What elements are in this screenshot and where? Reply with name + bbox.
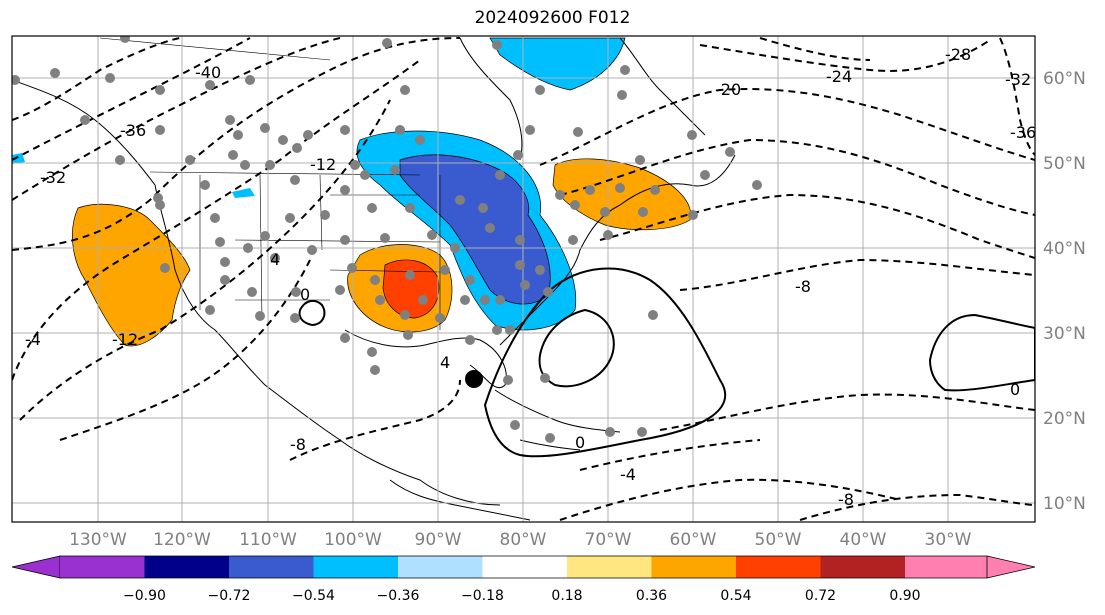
svg-text:−0.54: −0.54: [292, 588, 335, 604]
svg-text:60°N: 60°N: [1043, 69, 1086, 89]
colorbar-seg-2: [144, 556, 229, 578]
svg-text:-24: -24: [826, 67, 852, 86]
colorbar: −0.90 −0.72 −0.54 −0.36 −0.18 0.18 0.36 …: [11, 555, 1036, 604]
colorbar-seg-8: [651, 556, 736, 578]
svg-text:4: 4: [270, 250, 280, 269]
svg-text:0.36: 0.36: [636, 588, 667, 604]
colorbar-seg-11: [905, 556, 987, 578]
svg-text:0.18: 0.18: [551, 588, 582, 604]
location-marker: [465, 370, 483, 388]
colorbar-seg-1: [60, 556, 145, 578]
svg-text:40°N: 40°N: [1043, 239, 1086, 259]
svg-text:−0.72: −0.72: [208, 588, 251, 604]
svg-text:110°W: 110°W: [239, 530, 297, 550]
svg-text:50°W: 50°W: [755, 530, 802, 550]
contour-labels: -40 -36 -32 -28 -24 -20 -32 -36 -12 -12 …: [25, 45, 1036, 509]
colorbar-labels: −0.90 −0.72 −0.54 −0.36 −0.18 0.18 0.36 …: [123, 588, 921, 604]
positive-anomaly-northeast: [552, 158, 691, 231]
svg-text:-36: -36: [120, 121, 146, 140]
svg-text:10°N: 10°N: [1043, 494, 1086, 514]
svg-text:-28: -28: [945, 45, 971, 64]
svg-text:0.72: 0.72: [805, 588, 836, 604]
colorbar-seg-6: [482, 556, 567, 578]
svg-text:0: 0: [1010, 380, 1020, 399]
svg-text:70°W: 70°W: [585, 530, 632, 550]
svg-text:30°W: 30°W: [925, 530, 972, 550]
svg-text:130°W: 130°W: [69, 530, 127, 550]
longitude-labels: 130°W 120°W 110°W 100°W 90°W 80°W 70°W 6…: [69, 530, 972, 550]
map-title: 2024092600 F012: [474, 8, 631, 28]
svg-text:100°W: 100°W: [324, 530, 382, 550]
colorbar-seg-3: [229, 556, 314, 578]
latitude-labels: 60°N 50°N 40°N 30°N 20°N 10°N: [1043, 69, 1086, 514]
svg-text:−0.36: −0.36: [377, 588, 420, 604]
svg-text:-8: -8: [838, 490, 854, 509]
svg-text:-12: -12: [112, 330, 138, 349]
svg-text:-20: -20: [715, 80, 741, 99]
svg-text:60°W: 60°W: [670, 530, 717, 550]
colorbar-high-extend: [986, 555, 1036, 579]
svg-text:−0.18: −0.18: [461, 588, 504, 604]
svg-text:50°N: 50°N: [1043, 154, 1086, 174]
svg-text:-36: -36: [1010, 123, 1036, 142]
svg-text:20°N: 20°N: [1043, 409, 1086, 429]
svg-text:-4: -4: [25, 330, 41, 349]
map-area: -40 -36 -32 -28 -24 -20 -32 -36 -12 -12 …: [12, 36, 1036, 522]
positive-anomaly-west: [72, 203, 191, 347]
svg-text:30°N: 30°N: [1043, 324, 1086, 344]
map-frame: [11, 35, 1036, 523]
colorbar-seg-9: [736, 556, 821, 578]
svg-text:-8: -8: [795, 277, 811, 296]
svg-text:80°W: 80°W: [500, 530, 547, 550]
svg-text:0: 0: [300, 285, 310, 304]
svg-text:0: 0: [575, 433, 585, 452]
svg-text:-32: -32: [1005, 70, 1031, 89]
svg-text:-12: -12: [310, 155, 336, 174]
svg-text:0.54: 0.54: [720, 588, 751, 604]
svg-text:120°W: 120°W: [153, 530, 211, 550]
coastlines: [12, 37, 736, 521]
station-dots: [12, 36, 762, 443]
svg-text:0.90: 0.90: [889, 588, 920, 604]
svg-text:−0.90: −0.90: [123, 588, 166, 604]
svg-text:90°W: 90°W: [415, 530, 462, 550]
svg-text:-32: -32: [40, 168, 66, 187]
negative-contours: [12, 37, 1035, 521]
svg-text:-4: -4: [620, 465, 636, 484]
colorbar-seg-10: [820, 556, 905, 578]
colorbar-seg-5: [398, 556, 483, 578]
svg-text:-40: -40: [195, 63, 221, 82]
negative-anomaly-north: [489, 37, 626, 91]
svg-text:-8: -8: [290, 435, 306, 454]
colorbar-seg-7: [567, 556, 652, 578]
svg-text:40°W: 40°W: [840, 530, 887, 550]
svg-text:4: 4: [440, 353, 450, 372]
colorbar-seg-4: [313, 556, 398, 578]
colorbar-low-extend: [11, 555, 61, 579]
